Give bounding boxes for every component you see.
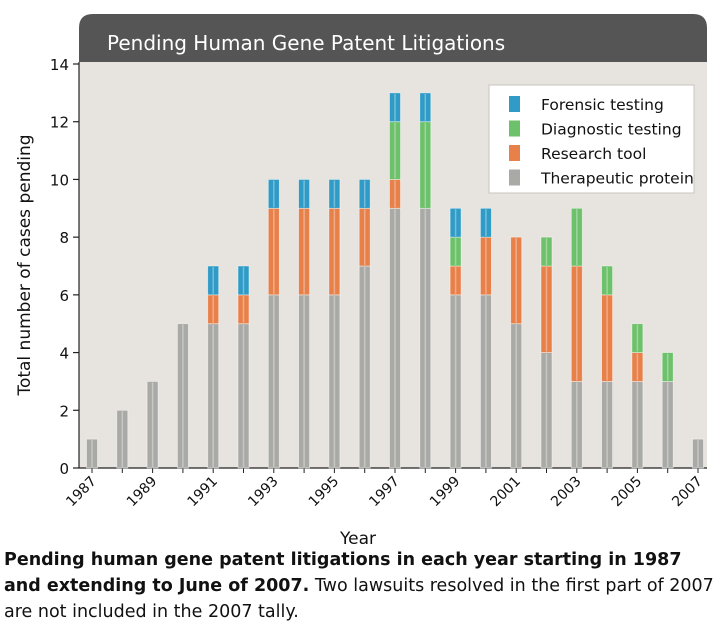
legend-label-forensic-testing: Forensic testing [541,96,664,114]
x-tick-label: 2005 [609,474,646,511]
legend-swatch-therapeutic-protein [509,169,520,186]
legend-swatch-forensic-testing [509,96,520,112]
bars-group [86,92,704,469]
x-tick-label: 1993 [245,474,282,511]
chart-title: Pending Human Gene Patent Litigations [107,31,505,55]
y-axis-label: Total number of cases pending [15,134,35,396]
bar-segment-therapeutic-protein-1987 [86,438,98,469]
bar-segment-forensic-testing-1992 [237,265,250,296]
legend-box [488,84,695,194]
bar-segment-forensic-testing-1996 [358,179,371,209]
bar-segment-forensic-testing-1997 [389,92,401,123]
bar-segment-research-tool-2001 [510,236,523,325]
bar-segment-diagnostic-testing-2002 [540,236,553,267]
y-tick-label: 8 [59,229,69,247]
x-tick-label: 1987 [63,474,100,511]
bar-segment-forensic-testing-1998 [419,92,432,123]
legend-label-diagnostic-testing: Diagnostic testing [541,121,682,139]
bar-segment-forensic-testing-2000 [479,207,492,238]
y-tick-label: 2 [59,402,69,420]
caption-bold: Pending human gene patent litigations in… [4,550,682,596]
legend: Forensic testing Diagnostic testing Resear… [488,84,695,194]
x-axis: 1987 1989 1991 1993 1995 1997 1999 2001 2003 2005… [63,467,707,511]
bar-segment-diagnostic-testing-2006 [661,352,674,382]
bar-segment-diagnostic-testing-2003 [570,207,583,267]
bar-segment-therapeutic-protein-1988 [116,409,129,469]
bar-segment-forensic-testing-1993 [267,179,280,209]
bar-segment-therapeutic-protein-2007 [692,438,704,469]
legend-label-research-tool: Research tool [541,145,646,163]
y-tick-label: 0 [59,460,69,478]
x-tick-label: 1995 [306,474,343,511]
caption-text: Two lawsuits resolved in the first part … [4,576,714,622]
bar-segment-diagnostic-testing-2004 [601,265,613,296]
bar-segment-therapeutic-protein-1990 [176,323,189,469]
legend-label-therapeutic-protein: Therapeutic protein [540,170,694,188]
y-tick-label: 4 [59,345,69,363]
y-axis: 0 2 4 6 8 10 12 14 [50,56,80,478]
bar-segment-forensic-testing-1994 [298,179,311,209]
x-tick-label: 2001 [488,474,525,511]
bar-segment-forensic-testing-1999 [449,207,462,238]
x-tick-label: 1999 [427,474,464,511]
bar-segment-forensic-testing-1991 [207,265,220,296]
y-tick-label: 10 [50,171,69,189]
x-axis-label: Year [339,529,376,549]
x-tick-label: 2003 [548,474,585,511]
bar-segment-forensic-testing-1995 [328,179,341,209]
legend-swatch-diagnostic-testing [509,120,520,137]
title-bar [79,14,707,62]
x-tick-label: 1997 [366,474,403,511]
legend-swatch-research-tool [509,145,520,161]
y-tick-label: 12 [50,114,69,132]
x-tick-label: 1989 [124,474,161,511]
bar-segment-diagnostic-testing-2005 [631,323,644,353]
x-tick-label: 2007 [669,474,706,511]
bar-segment-therapeutic-protein-1989 [146,381,159,469]
y-tick-label: 6 [59,287,69,305]
figure-caption: Pending human gene patent litigations in… [4,547,716,625]
y-tick-label: 14 [50,56,69,74]
x-tick-label: 1991 [185,474,222,511]
